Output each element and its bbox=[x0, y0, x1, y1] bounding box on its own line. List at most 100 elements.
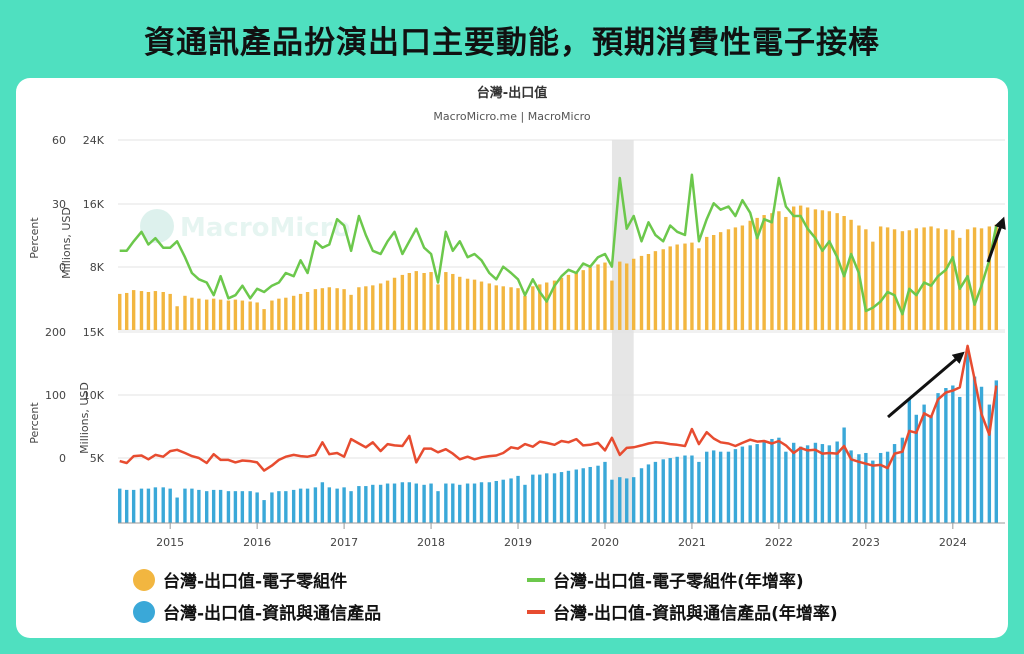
bar-ict bbox=[987, 404, 992, 523]
bar-electronic bbox=[124, 292, 129, 330]
bar-electronic bbox=[523, 295, 527, 330]
bar-ict bbox=[842, 427, 846, 523]
bar-ict bbox=[538, 474, 542, 523]
bar-electronic bbox=[849, 219, 853, 330]
bar-ict bbox=[422, 484, 426, 523]
bar-ict bbox=[472, 483, 477, 523]
bar-ict bbox=[574, 469, 578, 523]
bar-ict bbox=[270, 492, 274, 523]
bar-electronic bbox=[371, 285, 375, 330]
bar-electronic bbox=[414, 271, 418, 330]
bar-electronic bbox=[552, 280, 557, 330]
bar-ict bbox=[878, 452, 883, 523]
bar-electronic bbox=[683, 243, 687, 330]
legend-line-icon bbox=[527, 577, 545, 582]
bar-electronic bbox=[501, 286, 505, 330]
bar-ict bbox=[320, 482, 325, 523]
bar-electronic bbox=[900, 231, 905, 330]
header: 資通訊產品扮演出口主要動能，預期消費性電子接棒 bbox=[0, 0, 1024, 78]
bar-electronic bbox=[153, 291, 158, 330]
bar-electronic bbox=[907, 230, 912, 330]
bar-electronic bbox=[357, 287, 361, 330]
bar-electronic bbox=[320, 288, 325, 330]
legend-label: 台灣-出口值-電子零組件 bbox=[163, 572, 348, 592]
bar-electronic bbox=[718, 232, 723, 330]
bar-ict bbox=[131, 489, 136, 523]
legend-dot-icon bbox=[133, 600, 155, 623]
bar-ict bbox=[827, 445, 832, 523]
legend-item-electronic-yoy[interactable]: 台灣-出口值-電子零組件(年增率) bbox=[527, 567, 804, 592]
bar-ict bbox=[545, 473, 549, 523]
bar-electronic bbox=[697, 248, 701, 330]
bar-ict bbox=[958, 396, 962, 523]
bar-ict bbox=[900, 437, 905, 523]
bar-electronic bbox=[581, 270, 585, 330]
bar-ict bbox=[755, 444, 759, 523]
bar-electronic bbox=[972, 227, 977, 330]
bar-electronic bbox=[922, 227, 926, 330]
bar-ict bbox=[407, 482, 412, 523]
legend-item-electronic[interactable]: 台灣-出口值-電子零組件 bbox=[133, 567, 347, 592]
bar-ict bbox=[922, 404, 926, 523]
bar-electronic bbox=[791, 206, 796, 330]
bar-electronic bbox=[661, 249, 665, 330]
bar-ict bbox=[646, 464, 651, 523]
bar-electronic bbox=[618, 261, 622, 330]
x-axis: 2015 2016 2017 2018 2019 2020 2021 2022 2023 2024 bbox=[118, 522, 1005, 549]
bar-ict bbox=[118, 488, 122, 523]
bar-electronic bbox=[603, 262, 607, 330]
legend-item-ict-yoy[interactable]: 台灣-出口值-資訊與通信產品(年增率) bbox=[527, 599, 838, 624]
bar-ict bbox=[262, 500, 266, 523]
legend-item-ict[interactable]: 台灣-出口值-資訊與通信產品 bbox=[133, 599, 381, 624]
bar-electronic bbox=[531, 286, 535, 330]
bottom-left-axis-label: Percent bbox=[28, 402, 41, 444]
bar-ict bbox=[740, 446, 745, 523]
bar-electronic bbox=[494, 285, 498, 330]
bar-ict bbox=[618, 477, 622, 523]
top-right-tick-0: 24K bbox=[83, 134, 105, 147]
bar-electronic bbox=[878, 226, 883, 330]
bar-ict bbox=[414, 483, 418, 523]
watermark-text: MacroMicro bbox=[180, 213, 350, 243]
bar-ict bbox=[305, 488, 310, 523]
top-right-tick-1: 16K bbox=[83, 198, 105, 211]
bar-ict bbox=[313, 487, 318, 523]
bar-electronic bbox=[770, 213, 774, 330]
bar-ict bbox=[226, 491, 231, 523]
bar-ict bbox=[798, 446, 803, 523]
bottom-left-tick-2: 0 bbox=[59, 452, 66, 465]
bar-electronic bbox=[813, 209, 818, 330]
bottom-arrow-icon bbox=[887, 351, 965, 419]
bar-electronic bbox=[951, 230, 955, 330]
bar-electronic bbox=[422, 273, 426, 330]
bar-electronic bbox=[545, 282, 549, 330]
bar-ict bbox=[625, 478, 629, 523]
bar-electronic bbox=[690, 242, 694, 330]
bar-ict bbox=[805, 445, 810, 523]
bar-electronic bbox=[472, 279, 477, 330]
bar-ict bbox=[965, 348, 970, 523]
bar-ict bbox=[291, 489, 296, 523]
bar-electronic bbox=[994, 224, 999, 330]
bar-ict bbox=[813, 442, 818, 523]
x-tick-label: 2016 bbox=[243, 536, 271, 549]
bar-electronic bbox=[892, 229, 897, 330]
legend-line-icon bbox=[527, 609, 545, 614]
chart-title: 台灣-出口值 bbox=[477, 85, 547, 101]
bar-ict bbox=[581, 468, 585, 523]
bar-ict bbox=[429, 483, 433, 523]
bar-ict bbox=[705, 451, 709, 523]
bar-electronic bbox=[313, 289, 318, 330]
bar-ict bbox=[661, 459, 665, 523]
bar-electronic bbox=[131, 290, 136, 330]
bar-electronic bbox=[914, 228, 918, 330]
bar-electronic bbox=[740, 225, 745, 330]
bar-ict bbox=[777, 437, 781, 523]
bar-electronic bbox=[139, 291, 144, 330]
bar-electronic bbox=[827, 211, 832, 330]
bottom-right-tick-1: 10K bbox=[83, 389, 105, 402]
bar-electronic bbox=[255, 302, 259, 330]
page-title: 資通訊產品扮演出口主要動能，預期消費性電子接棒 bbox=[144, 24, 880, 61]
bar-electronic bbox=[559, 277, 564, 330]
bar-electronic bbox=[364, 286, 368, 330]
